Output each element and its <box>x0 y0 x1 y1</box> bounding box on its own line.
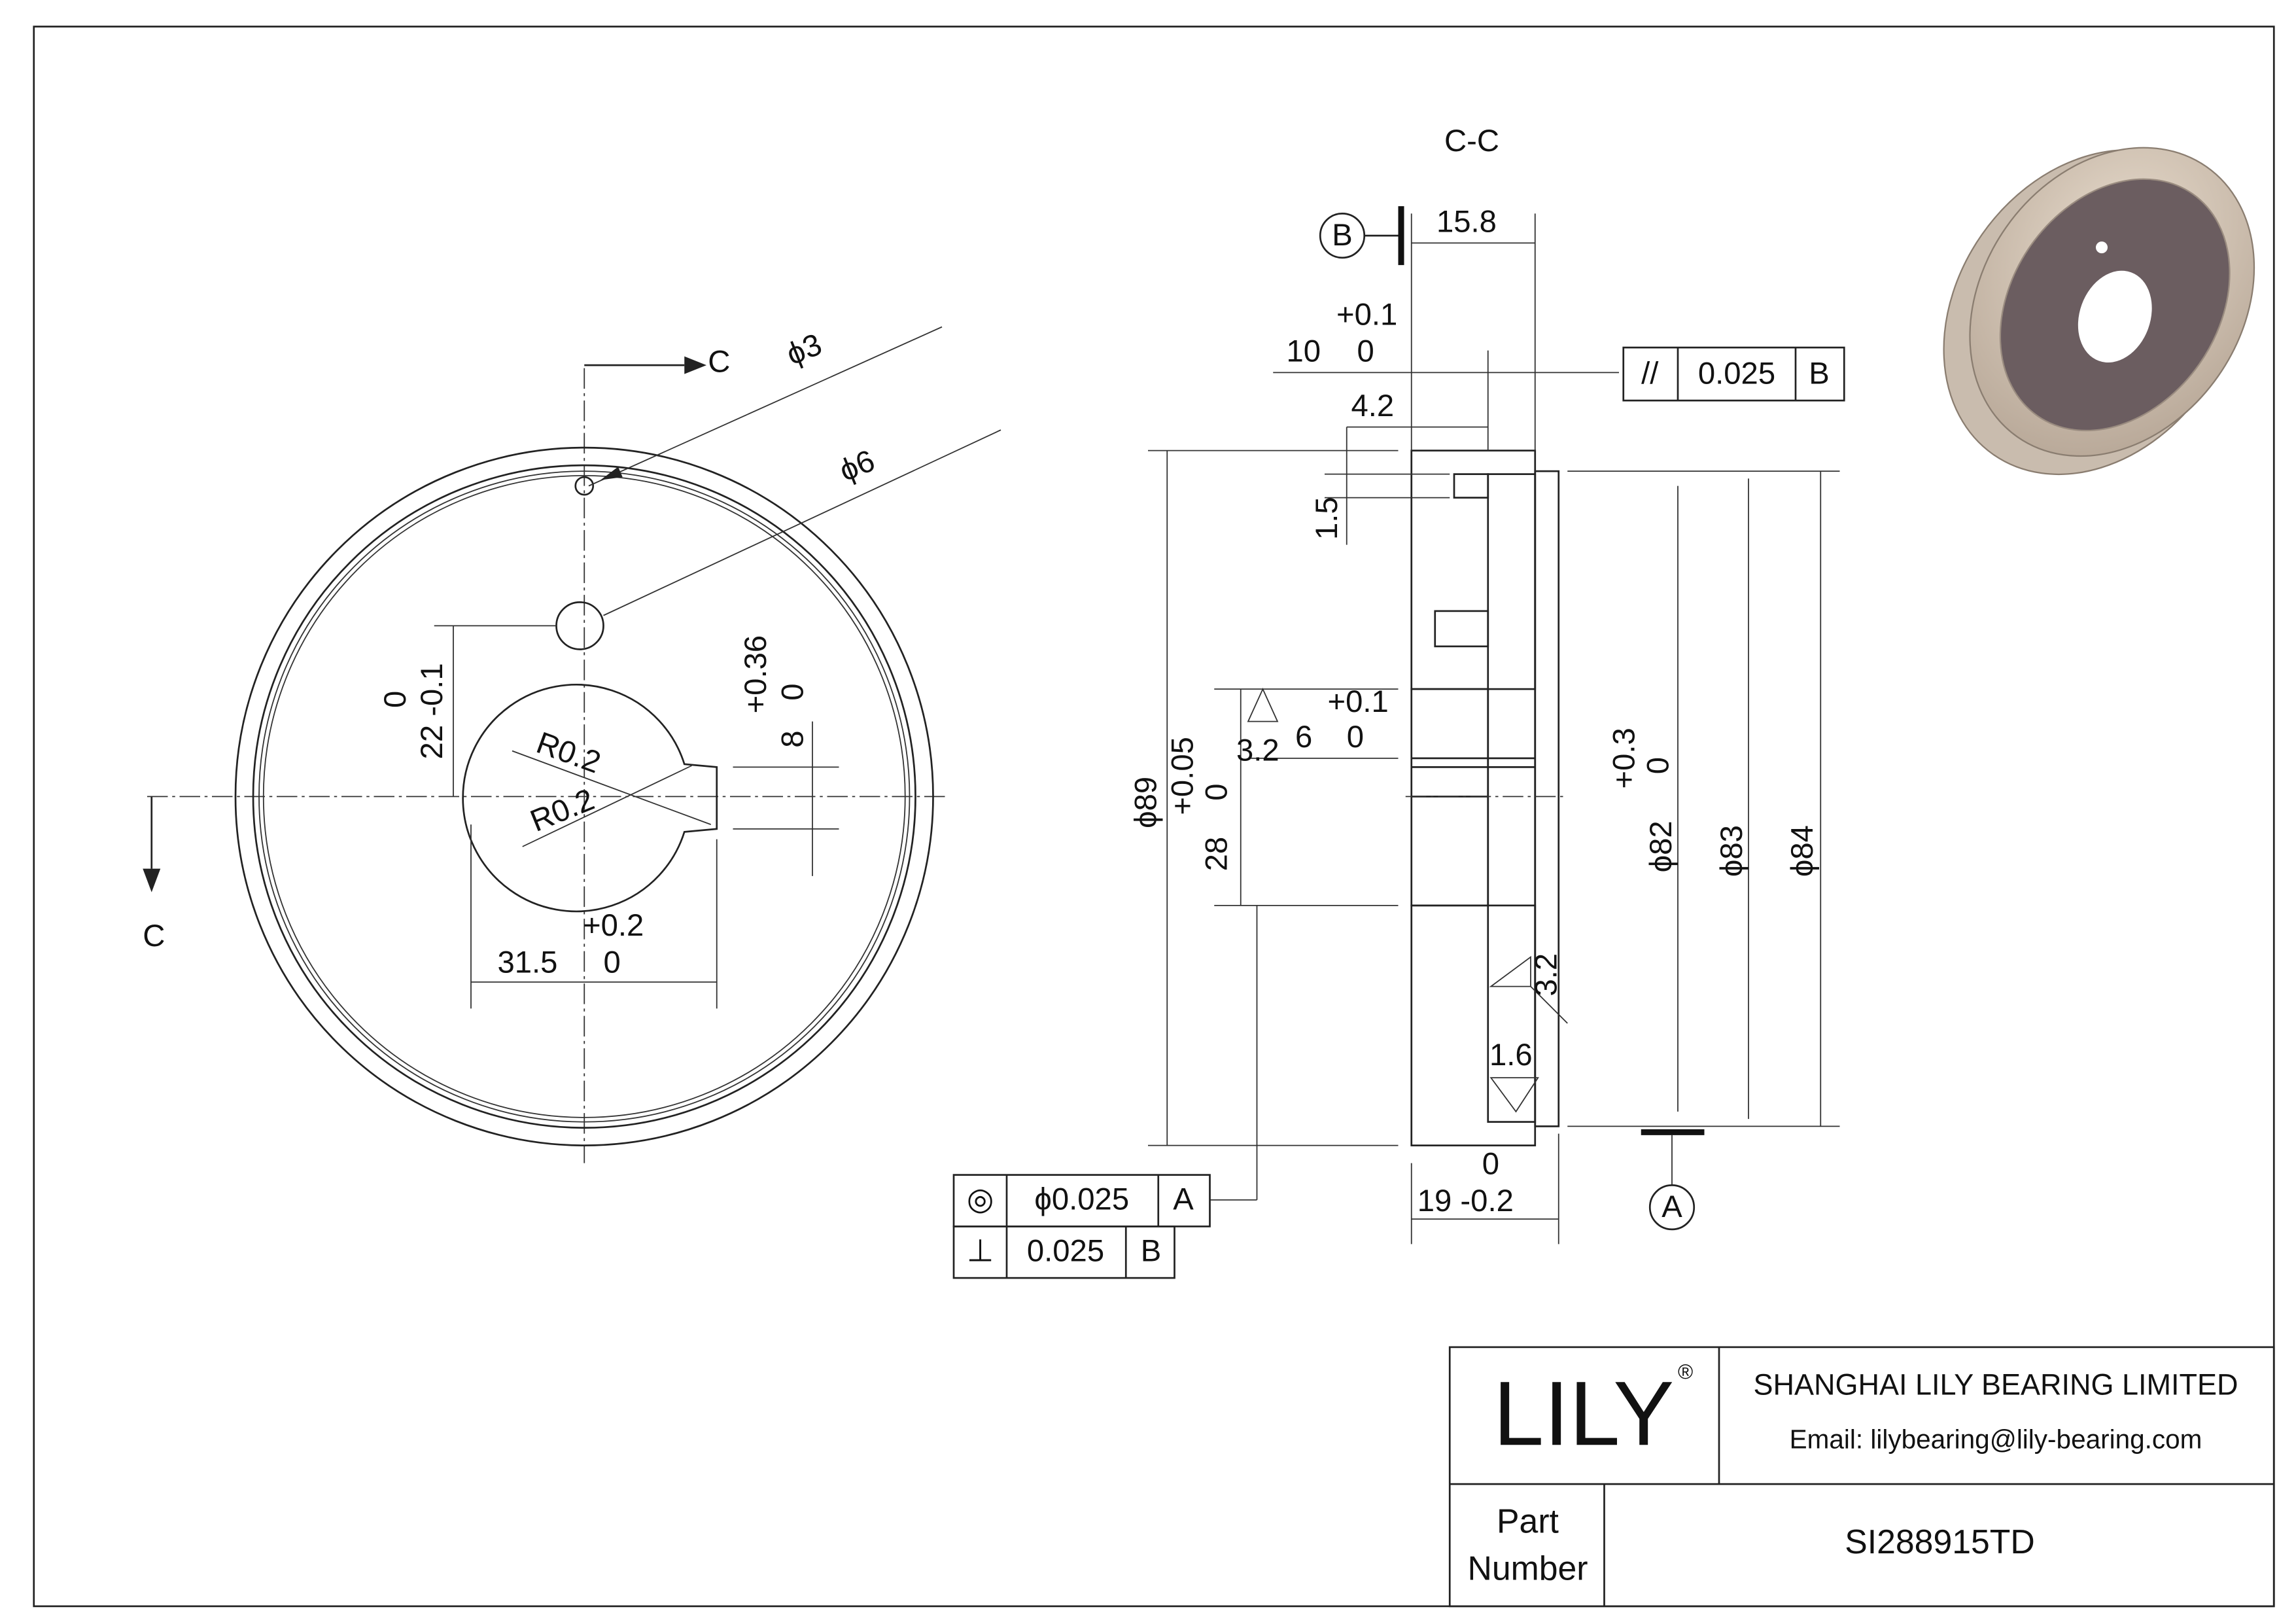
dimension: ϕ82 <box>1644 821 1679 872</box>
tolerance: +0.36 <box>739 635 773 714</box>
datum: B <box>1141 1233 1162 1268</box>
label: Number <box>1467 1549 1588 1587</box>
roughness: 1.6 <box>1489 1038 1533 1072</box>
concentricity-frame: ◎ ϕ0.025 A <box>952 1174 1211 1227</box>
value: ϕ0.025 <box>1034 1182 1129 1217</box>
label: Part <box>1497 1502 1559 1540</box>
drawing-line <box>258 470 911 1123</box>
roughness: 3.2 <box>1236 733 1279 768</box>
drawing-line <box>1448 1346 2275 1608</box>
drawing-line <box>555 601 604 650</box>
value: 0.025 <box>1027 1233 1104 1268</box>
tolerance: 0 <box>378 691 413 708</box>
datum: A <box>1173 1182 1194 1217</box>
tolerance: 0 <box>1482 1147 1499 1182</box>
tolerance: +0.1 <box>1328 684 1389 719</box>
drawing-line <box>462 684 718 913</box>
dimension: 28 <box>1199 837 1234 872</box>
view-title: C-C <box>1444 124 1499 158</box>
tolerance: +0.3 <box>1607 728 1642 788</box>
drawing-line <box>1487 473 1537 1123</box>
dimension: 19 -0.2 <box>1418 1184 1514 1218</box>
drawing-line <box>1648 1184 1696 1231</box>
drawing-line <box>1247 687 1279 722</box>
drawing-line <box>600 467 623 480</box>
drawing-line <box>1410 904 1537 1146</box>
drawing-line <box>33 26 2275 1608</box>
datum: A <box>1661 1190 1682 1224</box>
drawing-line <box>143 868 161 892</box>
dimension: 8 <box>775 730 810 747</box>
drawing-line <box>252 464 916 1129</box>
dimension: R0.2 <box>525 782 599 839</box>
tolerance: 0 <box>1347 720 1364 754</box>
drawing-line <box>1453 473 1489 499</box>
drawing-line <box>952 1226 1175 1279</box>
company: SHANGHAI LILY BEARING LIMITED <box>1753 1368 2238 1402</box>
tolerance: +0.2 <box>583 908 644 943</box>
iso-view <box>1943 147 2255 476</box>
datum: B <box>1332 218 1353 253</box>
dimension: ϕ3 <box>782 327 827 372</box>
roughness: 3.2 <box>1529 953 1563 997</box>
tolerance: 0 <box>1357 334 1374 369</box>
tolerance: 0 <box>1199 783 1234 800</box>
dimension: 15.8 <box>1436 205 1497 239</box>
drawing-line <box>512 750 712 825</box>
dimension: 6 <box>1295 720 1312 754</box>
drawing-line <box>574 476 595 496</box>
drawing-line <box>684 356 706 374</box>
dimension: ϕ89 <box>1128 777 1163 828</box>
value: 0.025 <box>1698 356 1775 391</box>
drawing-line <box>2078 270 2152 363</box>
drawing-line <box>1622 346 1845 402</box>
symbol: ◎ <box>967 1182 994 1217</box>
parallelism-frame: // 0.025 B <box>1622 346 1845 402</box>
tolerance: 0 <box>604 945 621 980</box>
drawing-line <box>1489 955 1531 987</box>
logo: LILY <box>1493 1362 1675 1464</box>
drawing-line <box>1489 1077 1539 1113</box>
registered: ® <box>1678 1360 1693 1384</box>
section-label: C <box>143 919 165 953</box>
dimension: ϕ83 <box>1714 825 1749 877</box>
drawing-line <box>603 429 1001 616</box>
drawing-line <box>262 474 906 1118</box>
dimension: 10 <box>1287 334 1321 369</box>
perpendicularity-frame: ⊥ 0.025 B <box>952 1226 1175 1279</box>
symbol: // <box>1641 356 1659 391</box>
tolerance: 0 <box>775 683 810 700</box>
tolerance: +0.1 <box>1336 297 1397 332</box>
dimension: 31.5 <box>498 945 558 980</box>
tolerance: 0 <box>1641 757 1675 774</box>
tolerance: +0.05 <box>1166 737 1200 815</box>
email: Email: lilybearing@lily-bearing.com <box>1790 1424 2202 1455</box>
dimension: 22 -0.1 <box>415 663 449 759</box>
symbol: ⊥ <box>967 1233 994 1268</box>
dimension: 4.2 <box>1351 389 1395 423</box>
dimension: 1.5 <box>1310 497 1344 540</box>
drawing-line <box>588 326 943 487</box>
drawing-line <box>1530 985 1568 1024</box>
dimension: ϕ6 <box>835 443 880 488</box>
dimension: ϕ84 <box>1785 825 1820 877</box>
part-number: SI288915TD <box>1845 1523 2035 1561</box>
datum: B <box>1809 356 1830 391</box>
drawing-line <box>1534 470 1560 1127</box>
drawing-line <box>1410 450 1537 690</box>
drawing-line <box>234 446 934 1146</box>
section-label: C <box>708 344 730 379</box>
drawing-line <box>2096 241 2108 254</box>
drawing-line <box>1434 610 1489 648</box>
drawing-line <box>522 765 692 847</box>
